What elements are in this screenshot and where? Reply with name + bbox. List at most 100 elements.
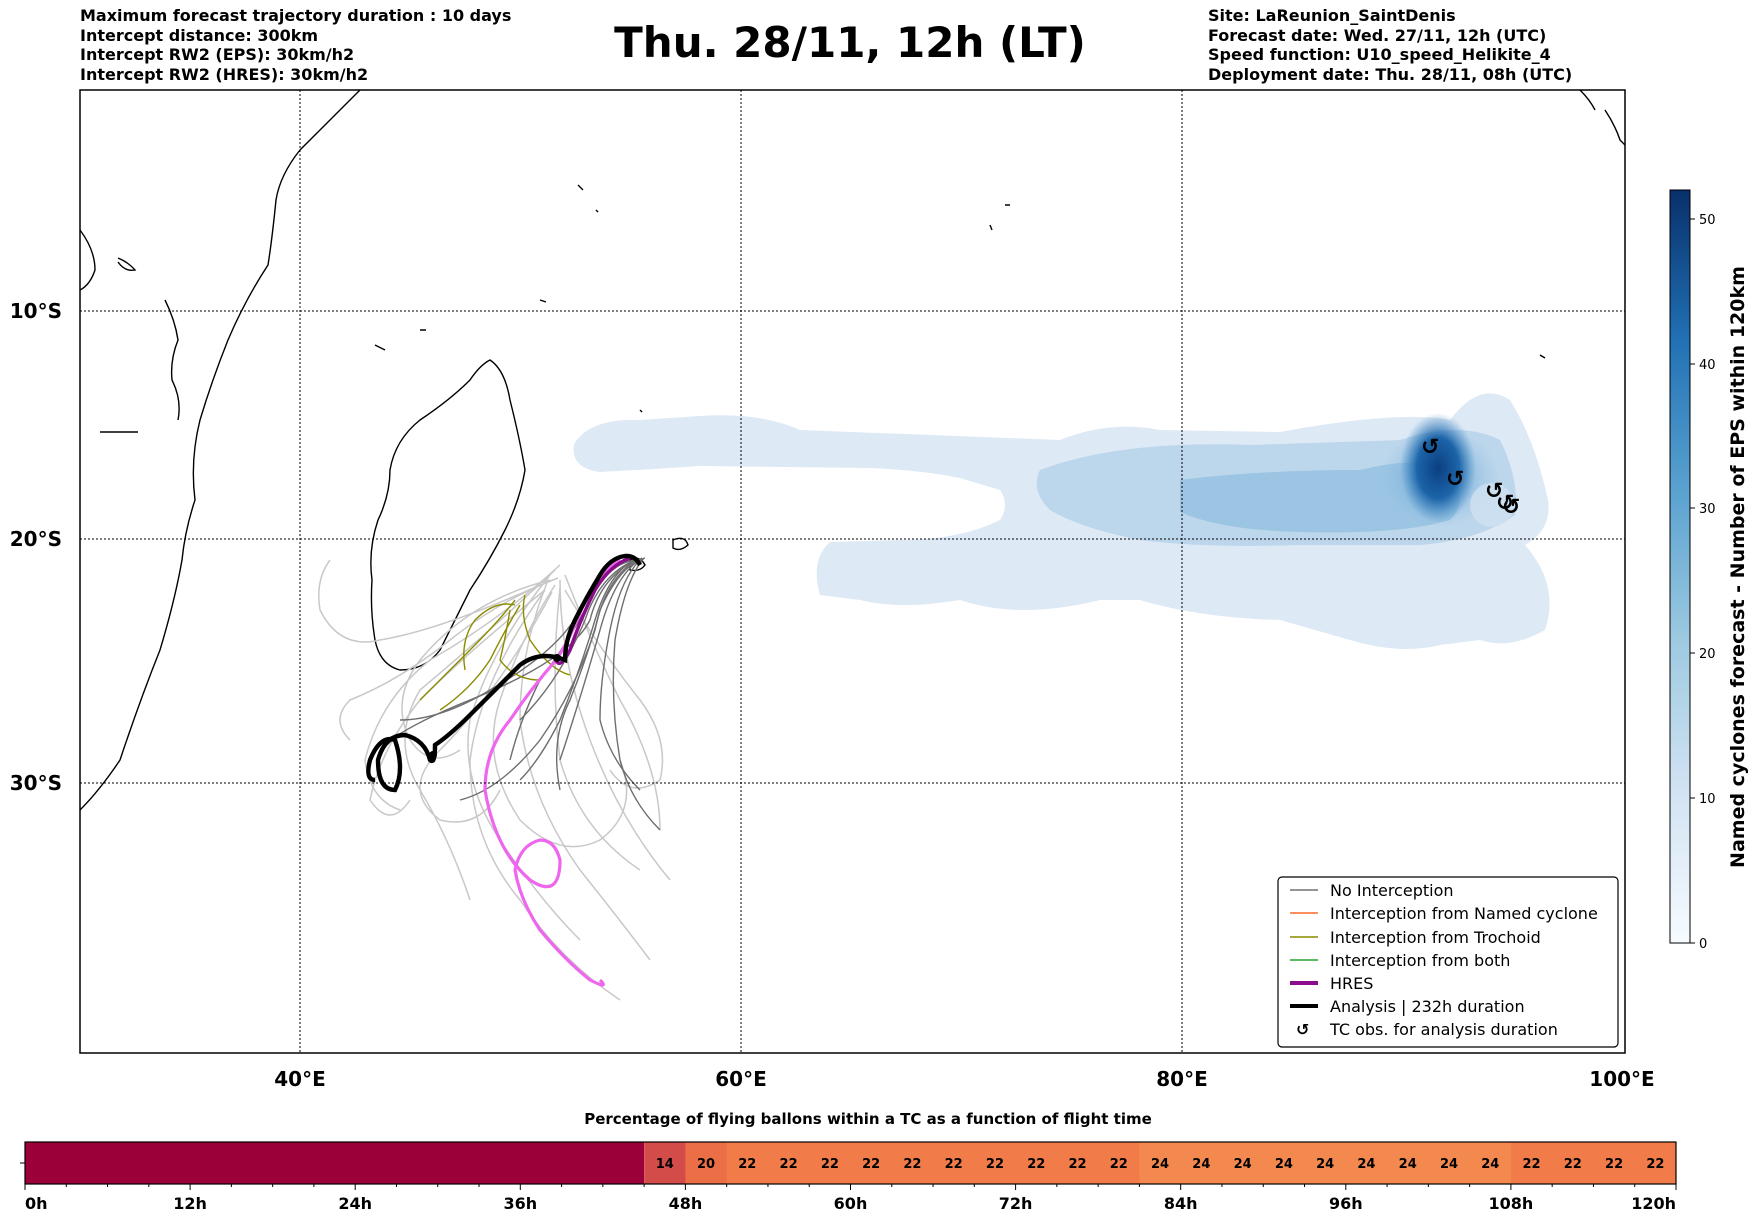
tc-obs-marker: ↺ (1446, 467, 1464, 492)
timebar-cell (974, 1142, 1017, 1184)
timebar-cell (1015, 1142, 1058, 1184)
timebar-tick-label: 96h (1329, 1194, 1363, 1213)
timebar-cell-label: 24 (1316, 1157, 1334, 1172)
timebar-cell (1428, 1142, 1471, 1184)
lat-label: 10°S (10, 299, 62, 323)
timebar-cell-label: 22 (1605, 1157, 1623, 1172)
timebar-cell-label: 22 (1564, 1157, 1582, 1172)
timebar-cell-label: 24 (1151, 1157, 1169, 1172)
timebar-ticks: 0h 12h 24h 36h 48h 60h 72h 84h 96h 108h 120h (24, 1184, 1677, 1213)
lon-label: 100°E (1589, 1067, 1654, 1091)
timebar-cell-label: 22 (821, 1157, 839, 1172)
timebar-cell (685, 1142, 728, 1184)
timebar-cell-label: 24 (1357, 1157, 1375, 1172)
timebar-cells: 14 20 22 22 22 22 22 22 22 22 22 22 24 24 24 24 24 24 24 24… (644, 1142, 1677, 1184)
timebar-cell (1593, 1142, 1636, 1184)
timebar-cell (1263, 1142, 1306, 1184)
colorbar-gradient (1669, 189, 1691, 944)
colorbar: 0 10 20 30 40 50 Named cyclones forecast… (1669, 189, 1749, 952)
header-right-line: Speed function: U10_speed_Helikite_4 (1208, 45, 1551, 64)
legend-label: Interception from Trochoid (1330, 928, 1541, 947)
timebar-cell (933, 1142, 975, 1184)
trochoid-trajectories (419, 594, 571, 711)
timebar-cell-label: 22 (1027, 1157, 1045, 1172)
timebar-title: Percentage of flying ballons within a TC… (584, 1110, 1152, 1128)
lat-label: 20°S (10, 527, 62, 551)
lat-label: 30°S (10, 771, 62, 795)
map-legend[interactable]: No Interception Interception from Named … (1277, 876, 1619, 1048)
header-left-line: Intercept RW2 (EPS): 30km/h2 (80, 45, 355, 64)
timebar-cell (809, 1142, 851, 1184)
timebar-cell (891, 1142, 934, 1184)
timebar-tick-label: 24h (338, 1194, 372, 1213)
legend-label: No Interception (1330, 881, 1454, 900)
timebar-cell-label: 22 (945, 1157, 963, 1172)
timebar-cell (767, 1142, 810, 1184)
legend-label: Interception from Named cyclone (1330, 904, 1598, 923)
timebar-cell-label: 22 (1068, 1157, 1086, 1172)
timebar-cell-label: 24 (1481, 1157, 1499, 1172)
timebar-cell (1634, 1142, 1677, 1184)
time-percentage-bar: Percentage of flying ballons within a TC… (20, 1110, 1677, 1213)
colorbar-tick-label: 20 (1699, 647, 1716, 662)
tc-obs-marker: ↺ (1502, 495, 1520, 520)
timebar-cell-label: 14 (656, 1157, 674, 1172)
timebar-cell (1098, 1142, 1140, 1184)
timebar-tick-label: 84h (1164, 1194, 1198, 1213)
timebar-cell (1510, 1142, 1553, 1184)
timebar-cell-label: 22 (862, 1157, 880, 1172)
lon-label: 40°E (274, 1067, 326, 1091)
colorbar-label: Named cyclones forecast - Number of EPS … (1727, 266, 1749, 868)
timebar-tick-label: 48h (669, 1194, 703, 1213)
timebar-cell (1139, 1142, 1182, 1184)
header-right-info: Site: LaReunion_SaintDenis Forecast date… (1208, 6, 1572, 84)
timebar-cell-label: 22 (780, 1157, 798, 1172)
legend-label: HRES (1330, 974, 1373, 993)
tc-obs-legend-icon: ↺ (1296, 1020, 1309, 1039)
eps-trajectories-light (318, 559, 671, 1001)
timebar-tick-label: 72h (999, 1194, 1033, 1213)
tc-obs-marker: ↺ (1496, 491, 1514, 516)
header-left-info: Maximum forecast trajectory duration : 1… (80, 6, 511, 84)
timebar-cell-label: 22 (986, 1157, 1004, 1172)
timebar-cell (1221, 1142, 1264, 1184)
timebar-cell (1469, 1142, 1512, 1184)
main-title: Thu. 28/11, 12h (LT) (614, 18, 1086, 67)
timebar-cell-label: 20 (697, 1157, 715, 1172)
eps-density-field (573, 393, 1550, 649)
timebar-cell-label: 24 (1399, 1157, 1417, 1172)
analysis-trajectory (366, 553, 642, 793)
coastlines (80, 90, 1625, 811)
map-area[interactable]: ↺ ↺ ↺ ↺ ↺ (79, 89, 1626, 1054)
header-left-line: Intercept distance: 300km (80, 25, 319, 45)
analysis-start-dot (553, 654, 561, 662)
legend-box (1277, 876, 1619, 1048)
timebar-cell (1387, 1142, 1429, 1184)
timebar-cell-label: 24 (1440, 1157, 1458, 1172)
tc-obs-marker: ↺ (1421, 435, 1439, 460)
timebar-cell (1056, 1142, 1099, 1184)
gridlines (80, 90, 1625, 1053)
timebar-tick-label: 108h (1489, 1194, 1534, 1213)
timebar-cell-label: 24 (1234, 1157, 1252, 1172)
timebar-tick-label: 36h (503, 1194, 537, 1213)
colorbar-tick-label: 0 (1699, 937, 1707, 952)
timebar-tick-label: 12h (173, 1194, 207, 1213)
colorbar-tick-label: 50 (1699, 213, 1716, 228)
timebar-tick-label: 120h (1631, 1194, 1676, 1213)
timebar-cell (850, 1142, 893, 1184)
map-axis-labels: 10°S 20°S 30°S 40°E 60°E 80°E 100°E (10, 299, 1655, 1091)
header-right-line: Forecast date: Wed. 27/11, 12h (UTC) (1208, 25, 1547, 45)
timebar-cell-label: 22 (1110, 1157, 1128, 1172)
colorbar-tick-label: 40 (1699, 358, 1716, 373)
colorbar-tick-label: 30 (1699, 502, 1716, 517)
timebar-cell (1345, 1142, 1388, 1184)
timebar-cell (644, 1142, 686, 1184)
header-left-line: Maximum forecast trajectory duration : 1… (80, 6, 512, 25)
timebar-zero-segment (25, 1142, 644, 1184)
tc-obs-marker: ↺ (1485, 479, 1503, 504)
analysis-end-dot (429, 751, 437, 759)
colorbar-tick-label: 10 (1699, 792, 1716, 807)
timebar-cell (1180, 1142, 1223, 1184)
